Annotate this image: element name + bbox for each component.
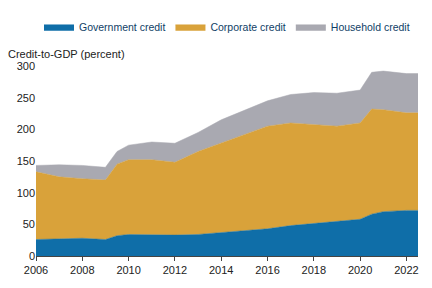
svg-text:200: 200 [17,123,35,135]
svg-text:Corporate credit: Corporate credit [210,21,285,33]
svg-text:Government credit: Government credit [79,21,165,33]
svg-text:Credit-to-GDP (percent): Credit-to-GDP (percent) [8,48,125,60]
svg-text:Household credit: Household credit [331,21,410,33]
svg-text:2016: 2016 [255,264,279,276]
svg-text:2006: 2006 [24,264,48,276]
svg-text:2020: 2020 [348,264,372,276]
svg-text:2008: 2008 [70,264,94,276]
svg-text:300: 300 [17,60,35,72]
svg-text:50: 50 [23,218,35,230]
svg-text:2010: 2010 [116,264,140,276]
svg-text:250: 250 [17,92,35,104]
svg-text:2012: 2012 [163,264,187,276]
svg-text:2018: 2018 [302,264,326,276]
svg-text:2014: 2014 [209,264,233,276]
svg-text:0: 0 [29,250,35,262]
svg-text:150: 150 [17,155,35,167]
svg-text:100: 100 [17,187,35,199]
svg-text:2022: 2022 [394,264,418,276]
